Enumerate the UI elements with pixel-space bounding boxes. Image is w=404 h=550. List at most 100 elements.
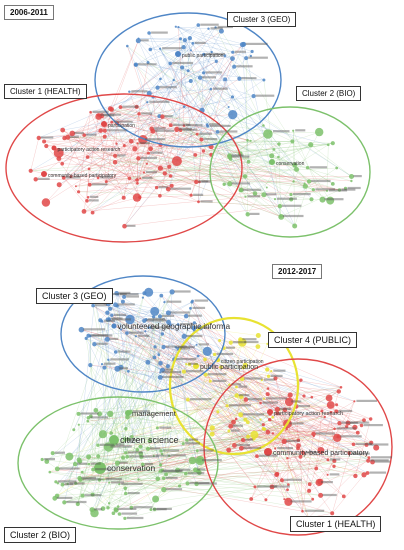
network-edge	[198, 470, 256, 488]
network-edge	[111, 315, 304, 453]
network-edge	[149, 302, 165, 442]
small-term-label	[194, 299, 209, 302]
network-edge	[287, 394, 291, 490]
network-edge	[55, 481, 93, 510]
small-term-label	[141, 112, 152, 115]
network-edge	[192, 300, 321, 496]
network-edge	[160, 347, 225, 466]
network-node	[209, 87, 213, 91]
network-node	[312, 435, 315, 438]
network-edge	[264, 416, 325, 430]
network-edge	[135, 64, 246, 197]
small-term-label	[197, 468, 206, 471]
network-node	[292, 223, 298, 229]
small-term-label	[81, 476, 97, 479]
network-edge	[221, 30, 331, 201]
network-edge	[99, 333, 163, 480]
small-term-label	[162, 314, 175, 317]
network-edge	[159, 316, 350, 454]
network-edge	[175, 347, 199, 472]
network-node	[262, 124, 265, 127]
network-node	[167, 454, 171, 457]
network-edge	[267, 393, 299, 449]
small-term-label	[243, 446, 262, 449]
network-edge	[136, 190, 328, 198]
network-node	[277, 204, 283, 209]
network-edge	[162, 116, 170, 167]
network-edge	[219, 340, 314, 435]
network-edge	[220, 367, 237, 388]
network-edge	[120, 312, 169, 368]
small-term-label	[176, 358, 197, 361]
network-node	[227, 181, 233, 187]
network-edge	[290, 394, 339, 437]
network-edge	[139, 44, 243, 198]
network-edge	[336, 404, 371, 420]
network-node	[209, 431, 215, 437]
network-edge	[128, 413, 278, 440]
network-node	[292, 162, 298, 168]
network-edge	[80, 460, 201, 480]
network-edge	[110, 108, 279, 158]
network-edge	[178, 26, 247, 59]
cluster-ring-health	[203, 358, 393, 536]
network-edge	[212, 422, 340, 435]
network-edge	[130, 411, 159, 479]
network-edge	[201, 58, 233, 111]
network-node	[195, 132, 199, 136]
network-node	[168, 61, 172, 66]
network-node	[367, 456, 371, 460]
network-node	[138, 195, 142, 199]
network-node	[110, 120, 114, 124]
term-label: community-based participatory	[48, 173, 117, 179]
network-edge	[148, 327, 163, 335]
network-edge	[206, 44, 245, 125]
network-edge	[62, 47, 184, 164]
network-edge	[197, 399, 247, 472]
network-edge	[308, 457, 370, 518]
network-edge	[277, 406, 297, 410]
network-node	[314, 466, 319, 471]
network-edge	[111, 121, 241, 154]
network-edge	[203, 54, 312, 200]
network-edge	[110, 386, 237, 415]
cluster-label-bio-top: Cluster 2 (BIO)	[296, 86, 362, 101]
network-edge	[117, 294, 229, 451]
network-edge	[90, 335, 116, 353]
network-edge	[78, 461, 164, 490]
small-term-label	[356, 399, 377, 402]
network-edge	[160, 409, 278, 452]
network-node	[48, 470, 52, 474]
small-term-label	[241, 77, 257, 80]
network-node	[310, 395, 314, 399]
small-term-label	[59, 467, 80, 470]
network-node	[60, 161, 64, 166]
network-node	[245, 212, 250, 217]
cluster-label-geo-top: Cluster 3 (GEO)	[227, 12, 297, 27]
small-term-label	[84, 494, 102, 497]
network-edge	[150, 342, 243, 510]
network-edge	[127, 402, 261, 418]
network-edge	[169, 63, 202, 140]
network-edge	[111, 109, 132, 142]
hub-node	[109, 435, 119, 445]
network-node	[216, 410, 220, 414]
small-term-label	[273, 369, 286, 372]
network-node	[308, 142, 314, 148]
network-node	[164, 472, 169, 477]
network-node	[366, 458, 371, 463]
network-edge	[101, 115, 138, 184]
network-edge	[160, 363, 264, 425]
network-node	[41, 198, 51, 207]
network-edge	[106, 123, 118, 182]
network-node	[78, 459, 83, 464]
network-edge	[131, 396, 312, 437]
network-edge	[102, 347, 225, 435]
network-edge	[138, 113, 212, 156]
network-node	[118, 105, 123, 109]
network-edge	[108, 427, 355, 448]
network-node	[56, 182, 62, 188]
network-edge	[92, 305, 127, 494]
network-edge	[227, 387, 342, 406]
network-edge	[137, 131, 154, 184]
